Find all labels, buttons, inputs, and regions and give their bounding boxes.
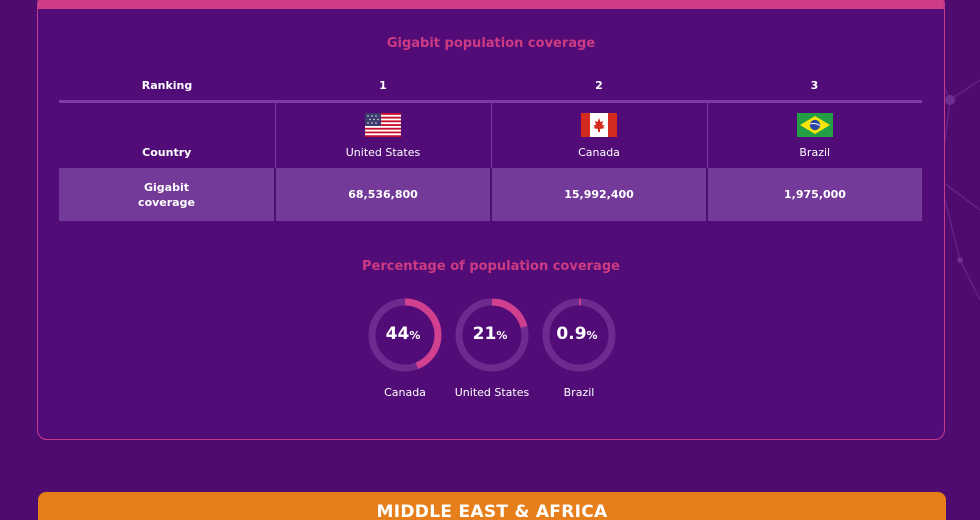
coverage-value-1: 68,536,800 bbox=[275, 168, 492, 221]
coverage-label: Gigabit coverage bbox=[59, 168, 276, 221]
donut-value-number: 21 bbox=[472, 324, 497, 344]
donut-arc bbox=[542, 298, 616, 372]
donut-ring bbox=[368, 298, 442, 372]
country-name-2: Canada bbox=[578, 146, 620, 159]
gigabit-coverage-title: Gigabit population coverage bbox=[386, 36, 596, 51]
country-name-3: Brazil bbox=[799, 146, 831, 159]
donut-label: Canada bbox=[384, 386, 426, 399]
coverage-row: Gigabit coverage 68,536,800 15,992,400 1… bbox=[59, 168, 922, 221]
country-cell-2: Canada bbox=[491, 101, 708, 168]
donut-label: Brazil bbox=[563, 386, 595, 399]
donut-value: 44% bbox=[365, 324, 441, 344]
donut-value: 21% bbox=[452, 324, 528, 344]
middle-east-africa-header[interactable]: MIDDLE EAST & AFRICA bbox=[38, 492, 946, 520]
donut-label: United States bbox=[454, 386, 530, 399]
donut-arc bbox=[455, 298, 529, 372]
donut-ring bbox=[542, 298, 616, 372]
country-cell-1: United States bbox=[275, 101, 492, 168]
canada-flag-icon bbox=[581, 113, 617, 137]
country-name-1: United States bbox=[345, 146, 421, 159]
donut-value-number: 44 bbox=[385, 324, 410, 344]
country-cell-3: Brazil bbox=[707, 101, 922, 168]
donut-canada: 44% Canada bbox=[365, 297, 445, 399]
donut-united-states: 21% United States bbox=[452, 297, 532, 399]
donut-value-unit: % bbox=[409, 329, 421, 342]
donut-arc bbox=[368, 298, 442, 372]
country-label: Country bbox=[59, 101, 276, 168]
donut-ring bbox=[455, 298, 529, 372]
coverage-value-2: 15,992,400 bbox=[491, 168, 708, 221]
coverage-value-3: 1,975,000 bbox=[707, 168, 922, 221]
card-top-bar bbox=[38, 0, 944, 9]
brazil-flag-icon bbox=[796, 113, 833, 137]
donut-brazil: 0.9% Brazil bbox=[539, 297, 619, 399]
country-row: Country Un bbox=[59, 101, 922, 168]
rank-3: 3 bbox=[707, 71, 922, 103]
ranking-row: Ranking 1 2 3 bbox=[59, 71, 922, 103]
donut-value-unit: % bbox=[496, 329, 508, 342]
rank-2: 2 bbox=[491, 71, 707, 103]
donut-value: 0.9% bbox=[539, 324, 615, 344]
ranking-label: Ranking bbox=[59, 71, 275, 103]
percentage-coverage-title: Percentage of population coverage bbox=[362, 259, 620, 274]
donut-value-number: 0.9 bbox=[556, 324, 587, 344]
coverage-table: Ranking 1 2 3 Country bbox=[59, 71, 922, 221]
americas-card: Gigabit population coverage Ranking 1 2 … bbox=[37, 0, 945, 440]
donut-value-unit: % bbox=[586, 329, 598, 342]
rank-1: 1 bbox=[275, 71, 491, 103]
coverage-label-text: Gigabit coverage bbox=[138, 180, 195, 209]
us-flag-icon bbox=[365, 113, 401, 137]
